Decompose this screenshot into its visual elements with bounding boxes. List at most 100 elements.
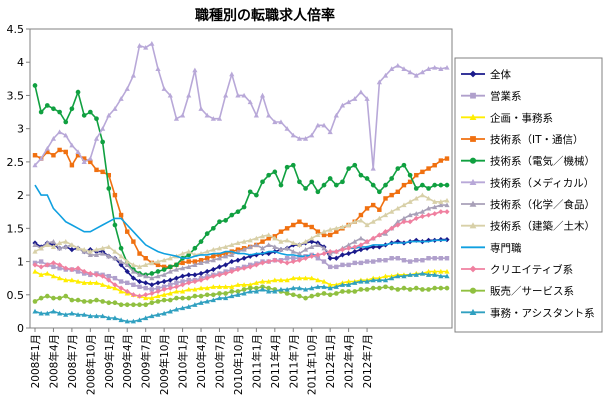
data-point [327,129,333,135]
data-point [364,96,370,101]
data-point [420,258,425,263]
data-point [87,270,93,277]
y-tick-label: 3 [17,123,24,136]
data-point [180,295,185,301]
data-point [63,293,69,299]
data-point [284,277,290,283]
data-point [63,149,68,155]
legend-label: 営業系 [490,90,522,103]
data-point [370,219,376,224]
data-point [259,245,266,251]
data-point [346,282,352,287]
data-point [56,240,63,246]
x-tick-label: 2012年7月 [361,334,374,388]
data-point [370,244,376,250]
data-point [136,293,143,299]
data-point [266,232,272,238]
data-point [118,253,124,259]
data-point [266,285,272,291]
series-5 [32,83,450,278]
data-point [204,298,210,304]
data-point [204,275,210,281]
data-point [87,280,93,285]
data-point [407,219,413,225]
x-tick-label: 2008年4月 [47,334,60,388]
data-point [420,287,425,292]
data-point [100,313,106,319]
data-point [241,92,247,98]
x-tick-label: 2008年1月 [29,334,42,388]
data-point [297,179,302,185]
data-point [161,310,167,316]
series-10 [32,209,450,299]
data-point [303,222,308,228]
x-tick-label: 2010年7月 [213,334,226,388]
data-point [253,262,259,268]
data-point [204,292,210,298]
data-point [198,285,204,291]
data-point [44,146,50,151]
data-point [87,155,93,161]
data-point [309,275,315,281]
data-point [143,285,148,291]
data-point [327,227,333,232]
data-point [358,260,364,266]
data-point [383,196,388,201]
data-point [155,288,161,295]
data-point [419,209,426,214]
data-point [346,278,352,284]
data-point [389,275,395,281]
data-point [211,254,216,259]
data-point [149,290,155,297]
legend-item: 販売／サービス系 [461,285,574,298]
data-point [149,41,155,46]
data-point [419,213,426,219]
data-point [315,284,321,289]
legend-label: 販売／サービス系 [490,285,574,298]
data-point [161,297,167,303]
data-point [339,246,346,253]
data-point [438,268,444,274]
data-point [69,163,75,168]
legend-swatch-marker [469,113,477,121]
data-point [167,255,173,261]
data-point [155,293,161,299]
data-point [235,209,241,215]
data-point [303,295,308,301]
data-point [32,242,38,248]
data-point [389,176,394,181]
y-tick-label: 2 [17,189,24,202]
data-point [432,272,438,277]
data-point [259,92,266,98]
data-point [266,172,272,178]
data-point [136,264,143,269]
data-point [241,287,247,292]
data-point [321,250,327,257]
data-point [81,246,87,252]
data-point [161,286,167,293]
data-point [376,277,382,283]
data-point [81,312,87,317]
data-point [389,66,395,71]
data-point [382,273,389,279]
legend-item: 企画・事務系 [461,111,553,124]
data-point [56,262,63,268]
data-point [389,256,394,261]
data-point [44,262,50,268]
data-point [247,244,253,250]
data-point [413,272,419,277]
data-point [223,262,229,268]
data-point [229,71,235,77]
legend-item: 技術系（メディカル） [461,176,594,189]
data-point [87,252,93,257]
data-point [186,277,191,283]
data-point [204,258,210,264]
data-point [112,315,118,321]
data-point [290,162,296,168]
data-point [297,293,302,299]
series-9 [34,184,447,260]
x-tick-label: 2010年4月 [195,334,208,388]
data-point [186,286,192,292]
data-point [136,278,143,285]
data-point [180,260,185,266]
